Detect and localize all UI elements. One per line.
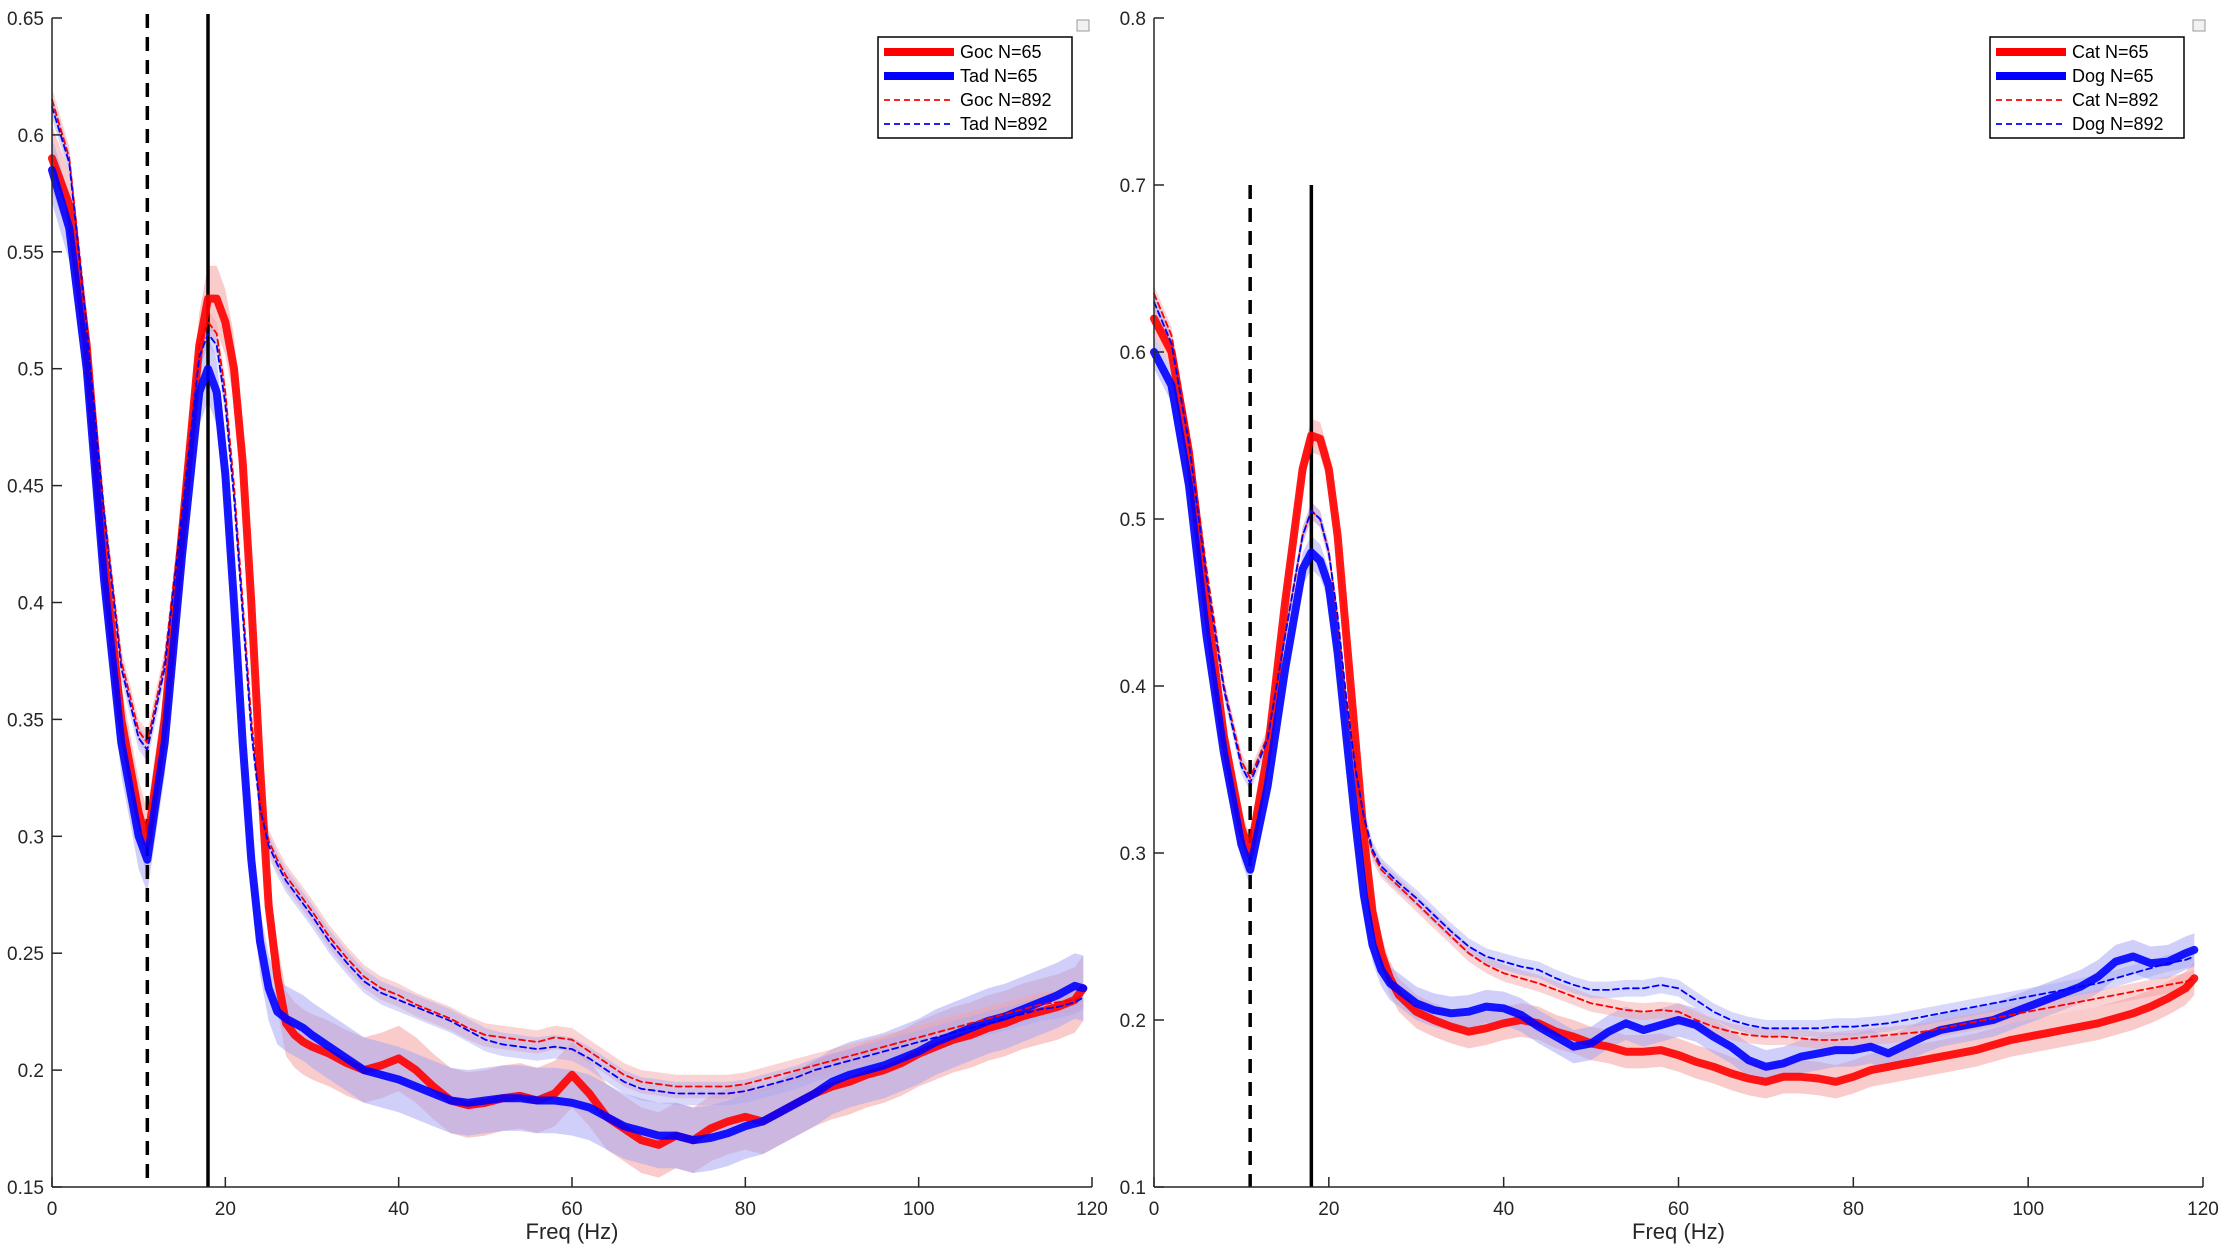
y-tick-label: 0.8 (1120, 9, 1146, 30)
y-tick-label: 0.2 (1120, 1011, 1146, 1032)
x-tick-label: 120 (2187, 1199, 2219, 1220)
x-tick-label: 40 (388, 1199, 409, 1220)
y-tick-label: 0.5 (1120, 510, 1146, 531)
legend-entry-label: Goc N=892 (960, 90, 1052, 110)
plot-edit-icon (1076, 19, 1090, 32)
x-tick-label: 0 (1149, 1199, 1160, 1220)
legend-entry-label: Cat N=65 (2072, 42, 2149, 62)
x-axis-label: Freq (Hz) (1632, 1219, 1725, 1244)
series-line-dog-n-65 (1150, 348, 2199, 1071)
x-tick-label: 60 (1668, 1199, 1689, 1220)
right-chart-panel: 0.1 0.2 0.3 0.4 0.5 0.6 0.7 0.8 0 20 40 60 80 100 120 F… (1120, 9, 2219, 1244)
y-tick-label: 0.1 (1120, 1178, 1146, 1199)
y-tick-label: 0.5 (18, 360, 44, 381)
x-tick-label: 120 (1076, 1199, 1108, 1220)
x-tick-label: 80 (735, 1199, 756, 1220)
y-tick-label: 0.4 (18, 594, 45, 615)
x-tick-label: 0 (47, 1199, 58, 1220)
y-tick-label: 0.25 (7, 944, 44, 965)
legend-entry-label: Cat N=892 (2072, 90, 2159, 110)
series-line-dog-n-892 (1153, 300, 2196, 1030)
y-tick-label: 0.7 (1120, 176, 1146, 197)
x-axis-label: Freq (Hz) (526, 1219, 619, 1244)
x-tick-label: 60 (561, 1199, 582, 1220)
legend-entry-label: Tad N=892 (960, 114, 1048, 134)
legend-entry-label: Dog N=892 (2072, 114, 2164, 134)
series-line-tad-n-892 (51, 105, 1085, 1095)
legend-entry-label: Tad N=65 (960, 66, 1038, 86)
y-tick-label: 0.65 (7, 9, 44, 30)
x-tick-label: 40 (1493, 1199, 1514, 1220)
series-line-cat-n-65 (1150, 314, 2199, 1086)
x-tick-label: 100 (2012, 1199, 2044, 1220)
x-tick-label: 100 (903, 1199, 935, 1220)
y-tick-label: 0.3 (1120, 844, 1146, 865)
x-tick-label: 80 (1843, 1199, 1864, 1220)
legend-entry-label: Dog N=65 (2072, 66, 2154, 86)
plot-edit-icon (2192, 19, 2206, 32)
y-tick-label: 0.35 (7, 710, 44, 731)
x-tick-label: 20 (1318, 1199, 1339, 1220)
legend: Cat N=65 Dog N=65 Cat N=892 Dog N=892 (1989, 36, 2185, 139)
legend-entry-label: Goc N=65 (960, 42, 1042, 62)
series-line-goc-n-892 (51, 98, 1085, 1088)
legend: Goc N=65 Tad N=65 Goc N=892 Tad N=892 (877, 36, 1073, 139)
y-tick-label: 0.15 (7, 1178, 44, 1199)
y-tick-label: 0.4 (1120, 677, 1147, 698)
y-tick-label: 0.6 (18, 126, 44, 147)
y-tick-label: 0.3 (18, 827, 44, 848)
y-tick-label: 0.2 (18, 1061, 44, 1082)
y-tick-label: 0.45 (7, 477, 44, 498)
y-tick-label: 0.6 (1120, 343, 1146, 364)
y-tick-label: 0.55 (7, 243, 44, 264)
series-line-tad-n-65 (48, 166, 1088, 1145)
band-cat-n-65 (1154, 301, 2195, 1099)
left-chart-panel: 0.15 0.2 0.25 0.3 0.35 0.4 0.45 0.5 0.55 0.6 0.65 0… (7, 9, 1108, 1244)
x-tick-label: 20 (215, 1199, 236, 1220)
